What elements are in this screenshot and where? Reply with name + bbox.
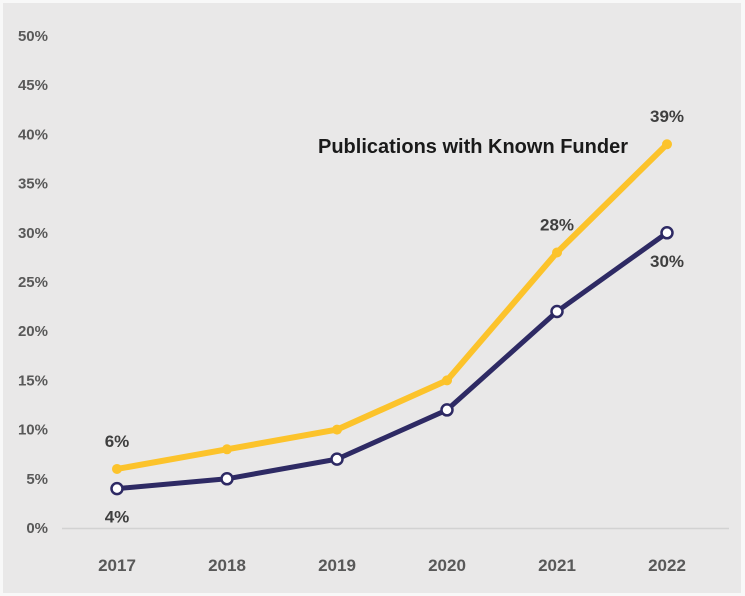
data-point-marker [222, 444, 232, 455]
x-axis-tick-label: 2021 [538, 556, 576, 575]
data-label: 6% [105, 432, 130, 451]
y-axis-tick-label: 5% [26, 471, 48, 488]
chart-title: Publications with Known Funder [318, 136, 628, 158]
data-point-marker [332, 424, 342, 435]
x-axis-tick-label: 2020 [428, 556, 466, 575]
x-axis-tick-label: 2017 [98, 556, 136, 575]
data-point-marker [220, 472, 234, 486]
y-axis-tick-label: 35% [18, 176, 48, 193]
data-point-marker [550, 304, 564, 319]
x-axis-tick-label: 2022 [648, 556, 686, 575]
y-axis-tick-label: 25% [18, 274, 48, 291]
data-label: 39% [650, 107, 684, 126]
y-axis-tick-label: 45% [18, 77, 48, 94]
data-point-marker [112, 463, 122, 474]
data-label: 30% [650, 252, 684, 271]
data-point-marker [442, 375, 452, 386]
data-label: 28% [540, 215, 574, 234]
data-point-marker [330, 452, 344, 466]
data-point-marker [440, 403, 454, 417]
data-point-marker [110, 481, 124, 496]
data-point-marker [552, 247, 562, 258]
data-point-marker [662, 139, 672, 150]
y-axis-tick-label: 20% [18, 323, 48, 340]
y-axis-tick-label: 30% [18, 225, 48, 242]
y-axis-tick-label: 10% [18, 422, 48, 439]
series-line [114, 230, 670, 492]
data-point-marker [660, 226, 674, 240]
plot-background [3, 3, 741, 593]
y-axis-tick-label: 40% [18, 126, 48, 143]
x-axis-tick-label: 2019 [318, 556, 356, 575]
y-axis-tick-label: 50% [18, 28, 48, 45]
y-axis-tick-label: 0% [26, 520, 48, 537]
x-axis-tick-label: 2018 [208, 556, 246, 575]
series-line [114, 141, 670, 472]
y-axis-tick-label: 15% [18, 372, 48, 389]
data-label: 4% [105, 508, 130, 527]
